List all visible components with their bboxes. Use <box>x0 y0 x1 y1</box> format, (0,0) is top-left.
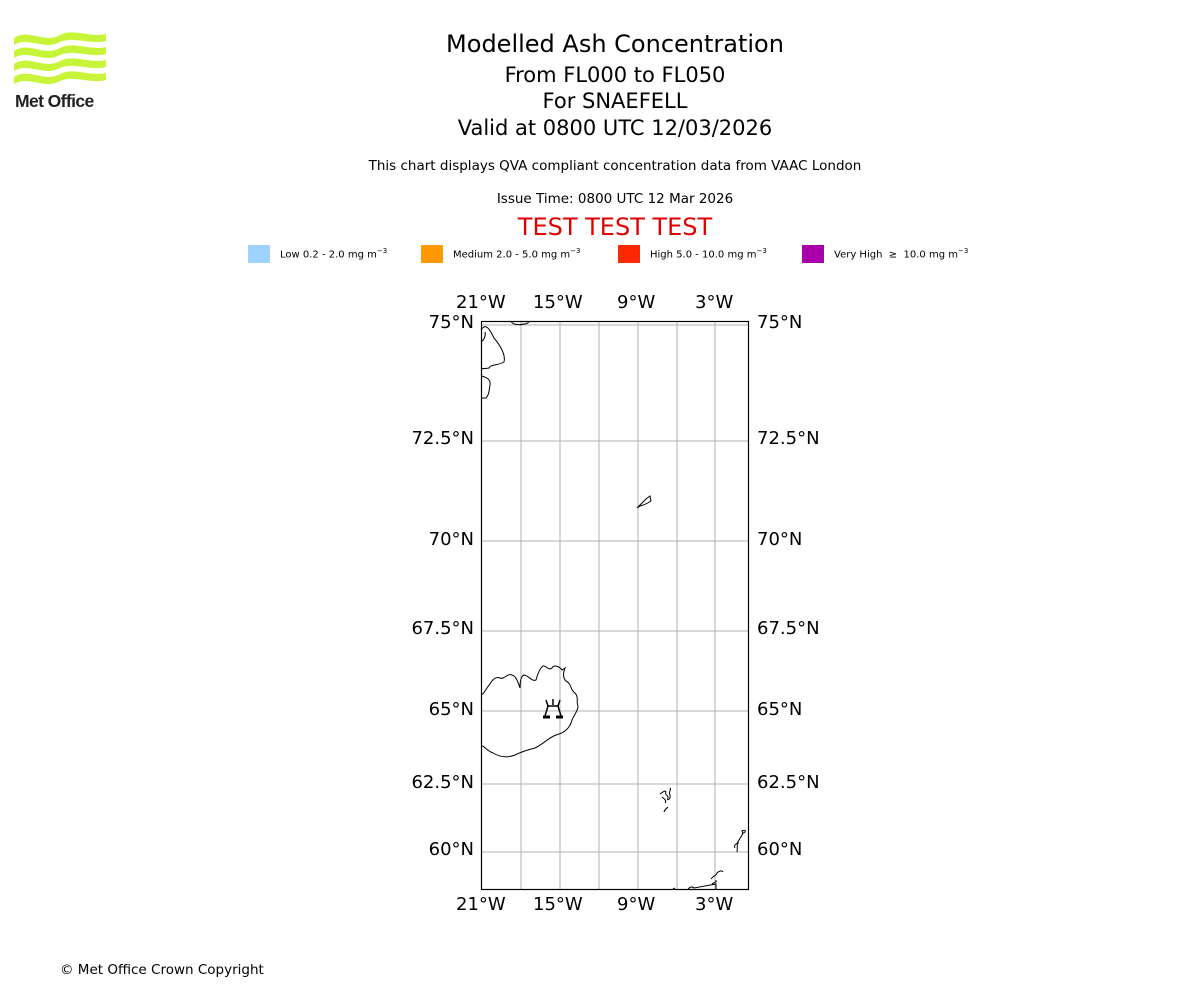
legend-item-low: Low 0.2 - 2.0 mg m−3 <box>248 244 387 264</box>
bottom-lon-label: 21°W <box>456 894 506 915</box>
flight-levels: From FL000 to FL050 <box>504 63 726 87</box>
bottom-lon-label: 9°W <box>617 894 656 915</box>
right-lat-label: 62.5°N <box>757 772 820 793</box>
bottom-lon-label: 3°W <box>695 894 734 915</box>
met-office-logo-icon <box>14 32 106 84</box>
right-lat-label: 60°N <box>757 839 803 860</box>
left-lat-label: 70°N <box>428 529 474 550</box>
description: This chart displays QVA compliant concen… <box>368 158 862 174</box>
coastlines <box>480 320 746 891</box>
legend-label-low: Low 0.2 - 2.0 mg m <box>280 249 377 261</box>
copyright: © Met Office Crown Copyright <box>60 962 264 978</box>
legend-swatch-medium <box>421 245 443 263</box>
legend-item-medium: Medium 2.0 - 5.0 mg m−3 <box>421 244 580 264</box>
top-lon-label: 9°W <box>617 292 656 313</box>
left-lat-label: 62.5°N <box>411 772 474 793</box>
volcano-icon <box>543 699 563 719</box>
left-lat-label: 60°N <box>428 839 474 860</box>
left-lat-label: 67.5°N <box>411 618 474 639</box>
map-frame <box>480 320 750 891</box>
logo-text: Met Office <box>15 91 94 111</box>
chart-title: Modelled Ash Concentration <box>446 30 784 58</box>
top-lon-label: 15°W <box>533 292 583 313</box>
volcano-name: For SNAEFELL <box>542 89 688 113</box>
left-lat-label: 75°N <box>428 312 474 333</box>
right-lat-label: 67.5°N <box>757 618 820 639</box>
bottom-lon-label: 15°W <box>533 894 583 915</box>
legend-item-very-high: Very High ≥ 10.0 mg m−3 <box>802 244 968 264</box>
right-lat-label: 72.5°N <box>757 428 820 449</box>
legend-swatch-low <box>248 245 270 263</box>
legend: Low 0.2 - 2.0 mg m−3 Medium 2.0 - 5.0 mg… <box>0 244 1200 264</box>
top-lon-label: 3°W <box>695 292 734 313</box>
issue-time: Issue Time: 0800 UTC 12 Mar 2026 <box>496 191 734 207</box>
legend-label-high: High 5.0 - 10.0 mg m <box>650 249 757 261</box>
gridlines <box>481 321 749 890</box>
legend-item-high: High 5.0 - 10.0 mg m−3 <box>618 244 767 264</box>
left-lat-label: 72.5°N <box>411 428 474 449</box>
valid-time: Valid at 0800 UTC 12/03/2026 <box>457 116 773 140</box>
legend-label-medium: Medium 2.0 - 5.0 mg m <box>453 249 571 261</box>
right-lat-label: 65°N <box>757 699 803 720</box>
left-lat-label: 65°N <box>428 699 474 720</box>
legend-swatch-high <box>618 245 640 263</box>
top-lon-label: 21°W <box>456 292 506 313</box>
right-lat-label: 75°N <box>757 312 803 333</box>
legend-label-very-high: Very High ≥ 10.0 mg m <box>834 249 958 261</box>
legend-swatch-very-high <box>802 245 824 263</box>
test-banner: TEST TEST TEST <box>517 213 713 241</box>
right-lat-label: 70°N <box>757 529 803 550</box>
